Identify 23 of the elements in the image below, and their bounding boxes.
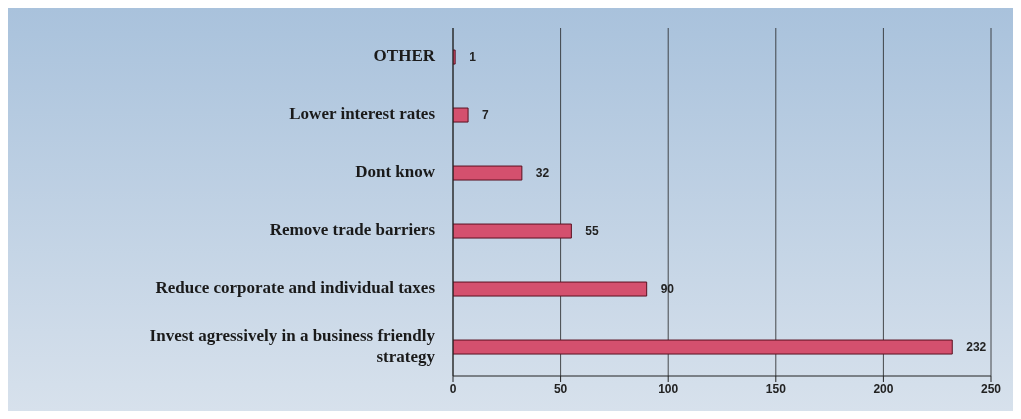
x-tick-label: 50 [553,381,568,396]
y-tick-label: Reduce corporate and individual taxes [155,277,436,297]
y-tick-label: OTHER [373,45,436,65]
data-label: 55 [585,224,600,239]
bar [453,107,469,123]
x-tick-label: 100 [658,381,679,396]
y-tick-label: Remove trade barriers [269,219,436,239]
x-tick-label: 200 [873,381,894,396]
data-label: 7 [482,108,490,123]
y-tick-label: Lower interest rates [289,103,436,123]
data-label: 232 [966,340,987,355]
x-tick-label: 0 [449,381,457,396]
bar [453,223,572,239]
data-label: 90 [660,282,675,297]
bar [453,281,648,297]
y-tick-label: Invest agressively in a business friendly strategy [149,325,436,366]
x-tick-label: 150 [765,381,787,396]
data-label: 32 [535,166,550,181]
data-label: 1 [469,50,477,65]
x-tick-label: 250 [980,381,1002,396]
bar [453,339,953,355]
bar [453,165,523,181]
y-tick-label: Dont know [355,161,436,181]
